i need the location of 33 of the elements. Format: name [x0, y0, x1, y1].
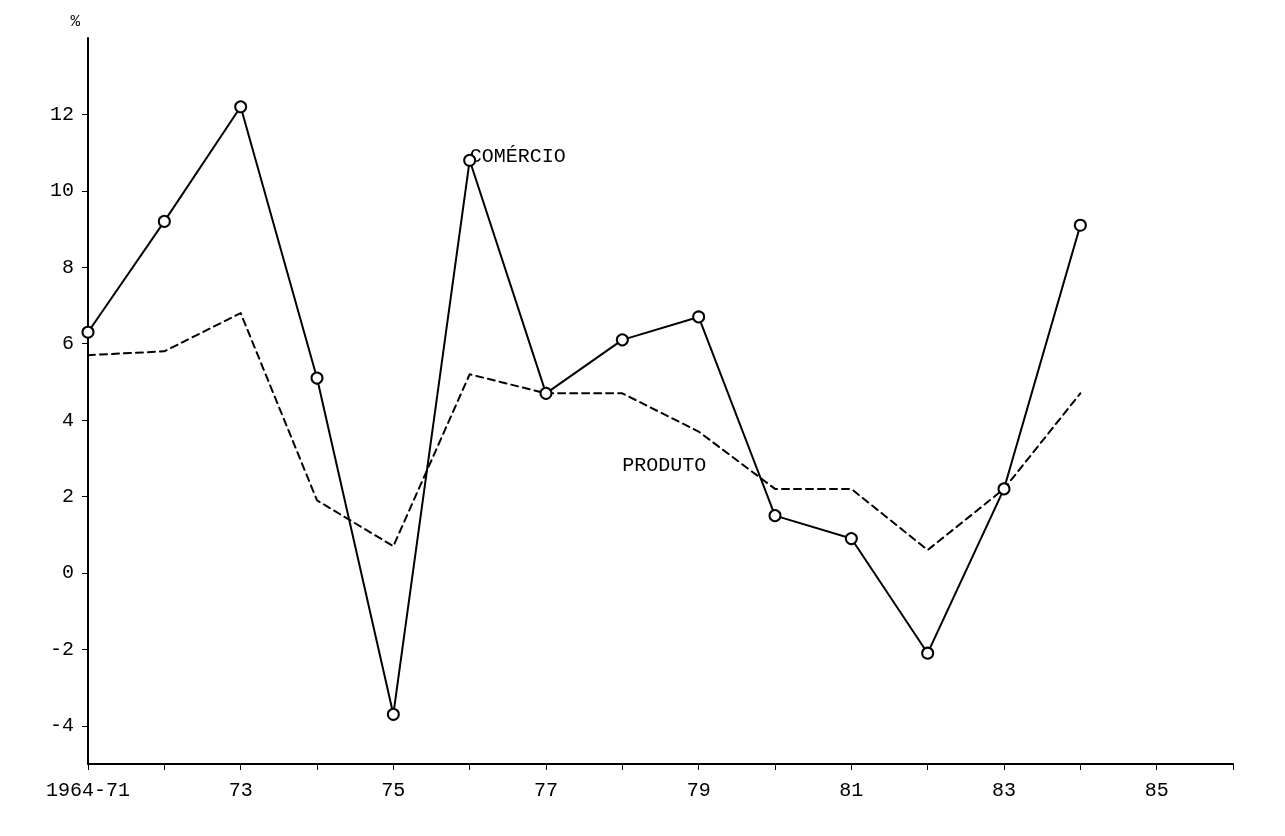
y-axis-title: % — [70, 13, 81, 31]
point — [1073, 218, 1087, 232]
series-label: COMÉRCIO — [469, 144, 566, 168]
y-tick-label: 2 — [61, 485, 74, 509]
x-tick-label: 73 — [228, 778, 253, 802]
y-tick-label: -2 — [49, 637, 74, 661]
point — [386, 707, 400, 721]
x-tick-label: 79 — [686, 778, 711, 802]
point — [844, 532, 858, 546]
y-tick-label: 4 — [61, 408, 74, 432]
point — [234, 100, 248, 114]
point — [768, 509, 782, 523]
point — [157, 214, 171, 228]
x-tick-label: 1964-71 — [45, 778, 131, 802]
x-tick-label: 85 — [1144, 778, 1169, 802]
y-tick-label: -4 — [49, 714, 74, 738]
point — [81, 325, 95, 339]
y-tick-label: 12 — [49, 102, 74, 126]
x-tick-label: 77 — [533, 778, 559, 802]
point — [921, 646, 935, 660]
y-tick-label: 8 — [61, 255, 74, 279]
y-tick-label: 6 — [61, 332, 74, 356]
x-tick-label: 75 — [381, 778, 406, 802]
x-tick-label: 81 — [839, 778, 864, 802]
point — [997, 482, 1011, 496]
y-tick-label: 10 — [49, 179, 74, 203]
y-tick-label: 0 — [61, 561, 74, 585]
point — [615, 333, 629, 347]
point — [539, 386, 553, 400]
x-tick-label: 83 — [991, 778, 1017, 802]
series-label: PRODUTO — [622, 454, 707, 478]
point — [692, 310, 706, 324]
point — [310, 371, 324, 385]
